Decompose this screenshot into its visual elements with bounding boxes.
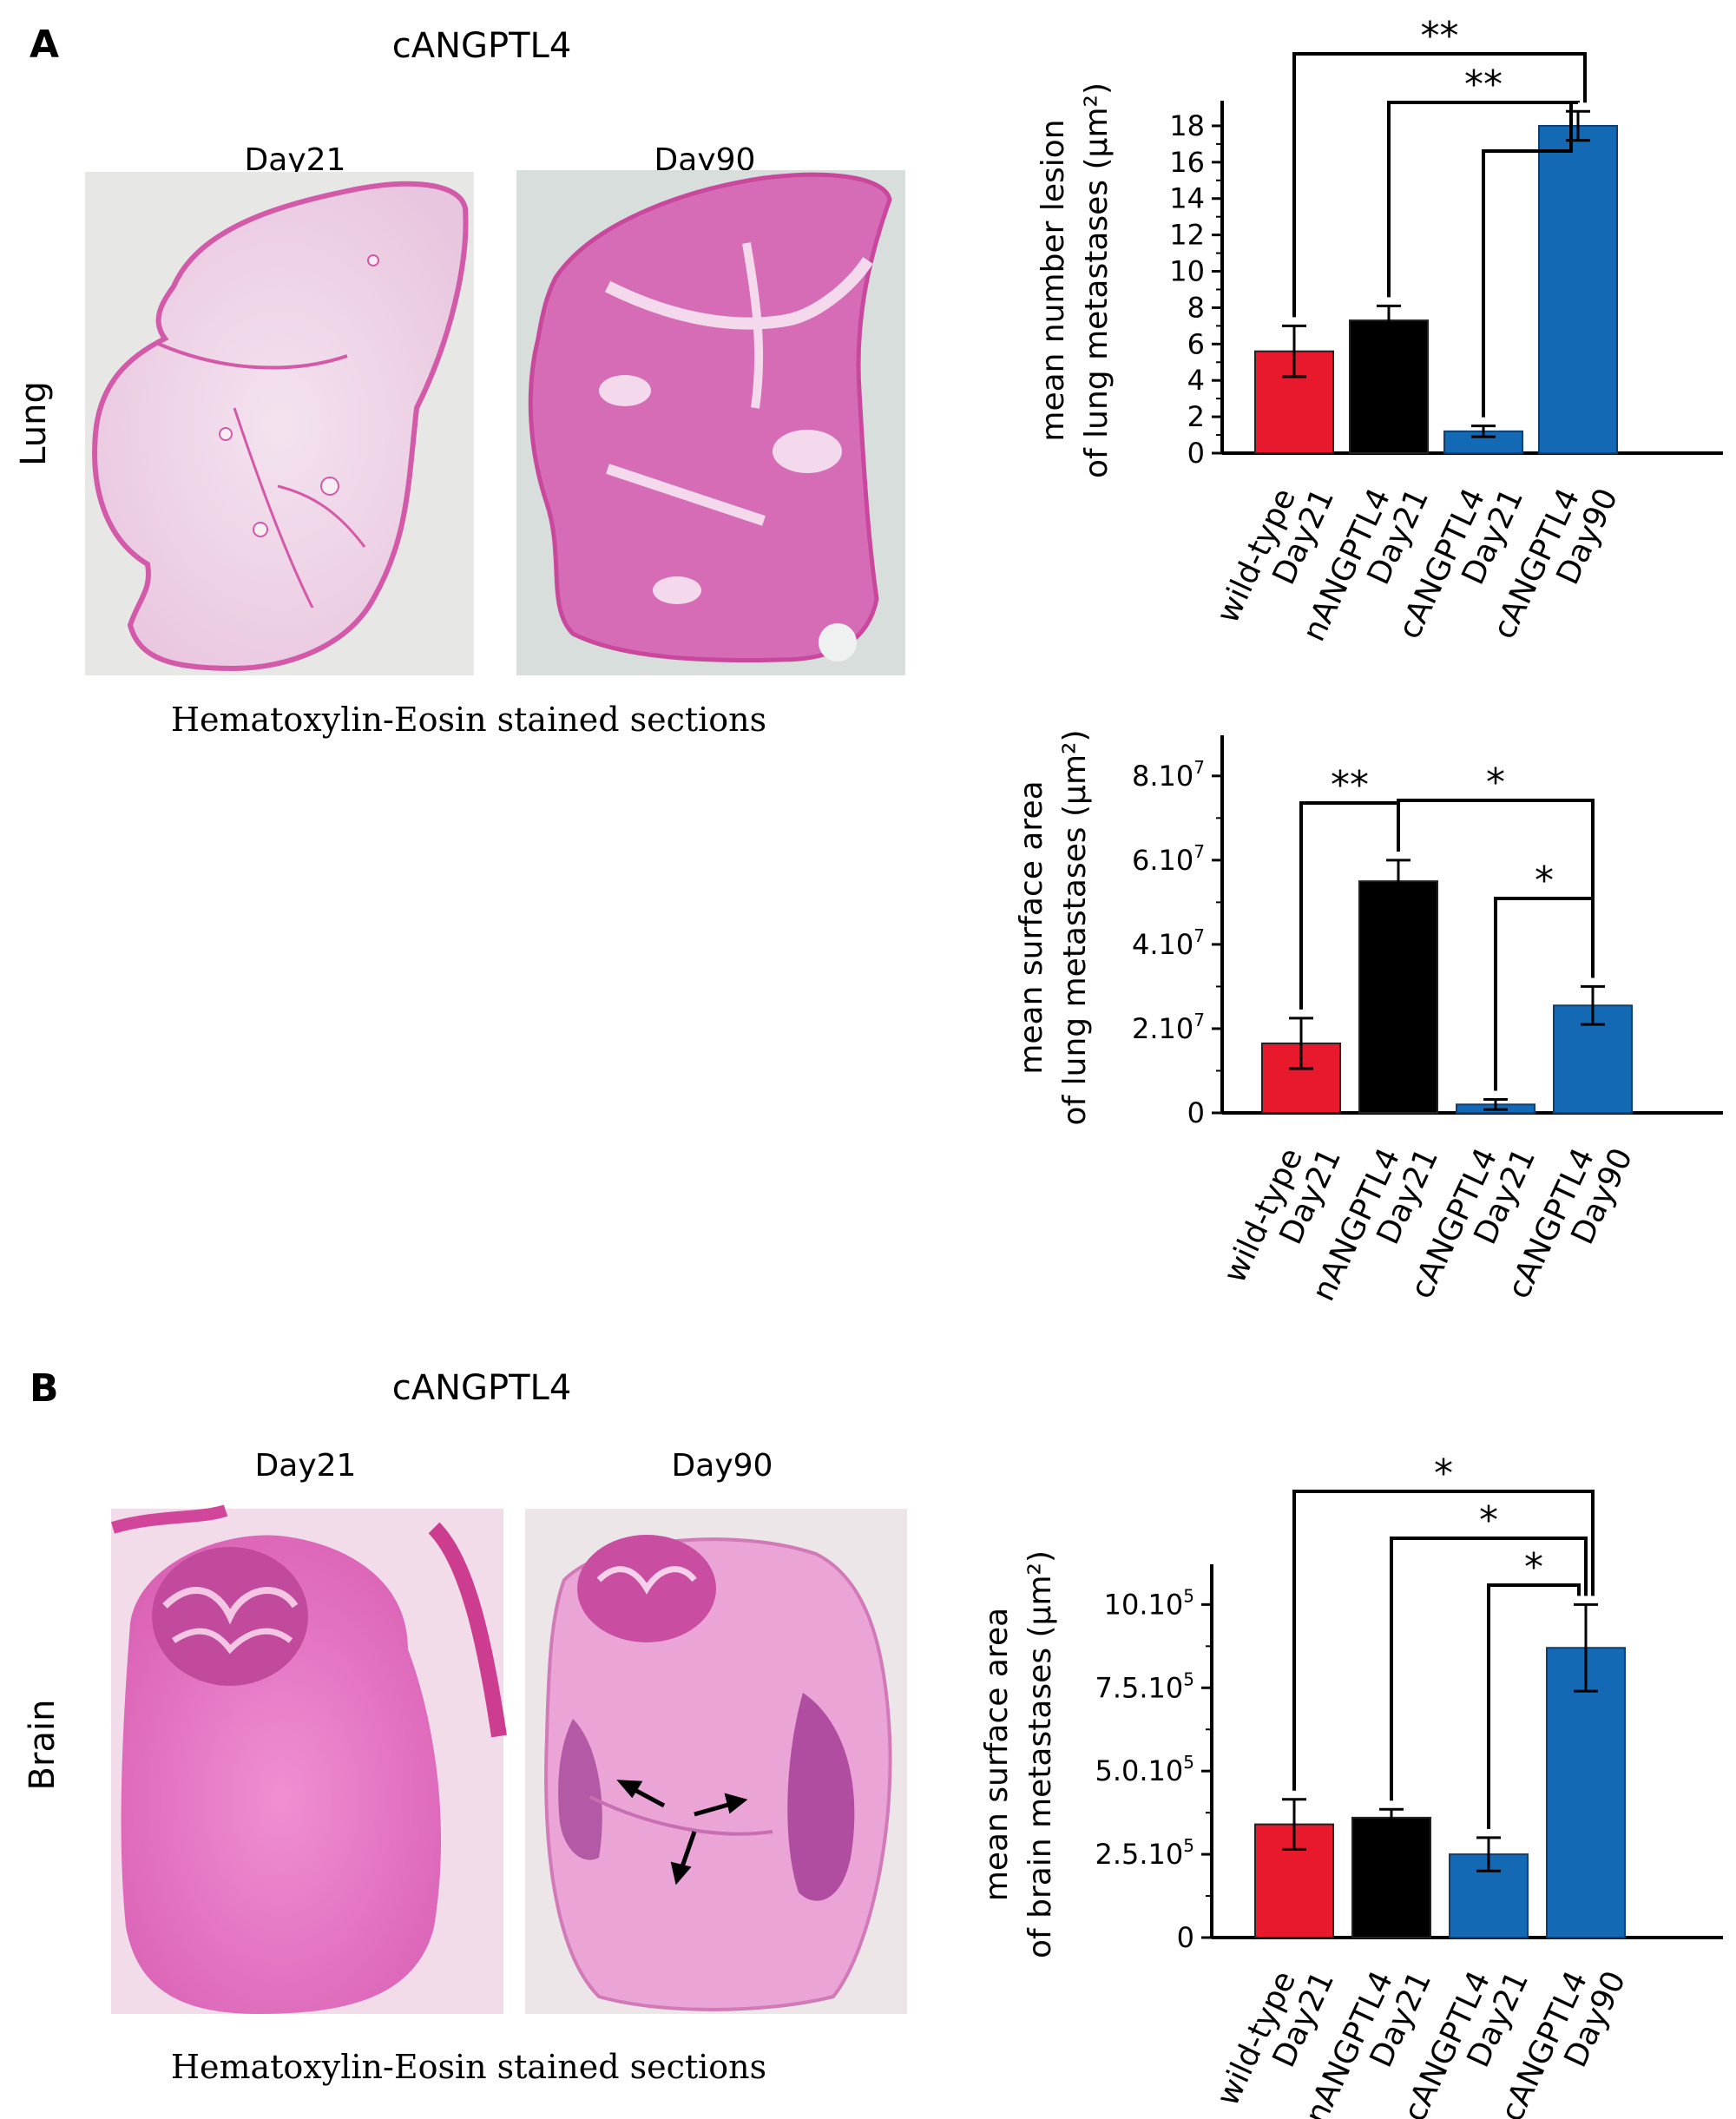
panel-b-heading: cANGPTL4 <box>392 1368 572 1408</box>
y-tick-label: 10.105 <box>1104 1585 1194 1621</box>
panel-a-heading: cANGPTL4 <box>392 26 572 66</box>
y-tick-label: 12 <box>1169 219 1205 252</box>
tick-exponent: 7 <box>1194 925 1205 946</box>
panel-a-letter: A <box>30 23 59 67</box>
significance-bracket <box>1487 1583 1581 1829</box>
significance-label: * <box>1486 760 1505 805</box>
bar <box>1538 124 1618 455</box>
significance-bracket <box>1397 799 1595 978</box>
significance-bracket <box>1292 1490 1595 1791</box>
bar <box>1254 350 1334 454</box>
bar <box>1351 1816 1431 1938</box>
y-tick-label: 2.107 <box>1132 1010 1205 1045</box>
y-tick-label: 2.5.105 <box>1095 1835 1194 1871</box>
significance-label: ** <box>1331 763 1369 807</box>
y-tick-label: 4 <box>1187 364 1205 397</box>
bar <box>1358 880 1438 1114</box>
significance-label: * <box>1524 1545 1543 1589</box>
y-tick-label: 0 <box>1187 1096 1205 1129</box>
y-tick-label: 0 <box>1187 437 1205 470</box>
panel-b-label-day21: Day21 <box>255 1448 357 1484</box>
significance-bracket <box>1494 897 1595 1091</box>
panel-b-caption: Hematoxylin-Eosin stained sections <box>171 2048 766 2086</box>
y-axis-label-line2: of lung metastases (µm²) <box>1057 730 1093 1126</box>
tick-exponent: 5 <box>1183 1585 1194 1606</box>
panel-b: B cANGPTL4 Day21 Day90 Brain <box>23 1366 907 2086</box>
significance-bracket <box>1387 101 1580 298</box>
significance-bracket <box>1482 102 1573 418</box>
brain-day21-image <box>110 1504 507 2014</box>
y-tick-label: 16 <box>1169 146 1205 179</box>
brain-day90-image <box>525 1509 907 2014</box>
significance-label: * <box>1434 1451 1453 1496</box>
panel-a-row-label: Lung <box>14 381 54 466</box>
significance-bracket <box>1390 1537 1588 1801</box>
panel-a-caption: Hematoxylin-Eosin stained sections <box>171 701 766 739</box>
y-axis-label-line2: of brain metastases (µm²) <box>1023 1550 1058 1958</box>
bar <box>1349 319 1429 454</box>
y-tick-label: 7.5.105 <box>1095 1668 1194 1704</box>
bar <box>1546 1647 1626 1938</box>
y-tick-label: 2 <box>1187 400 1205 433</box>
chart-brain-area: 0 2.5.105 5.0.105 7.5.105 10.105 mean surface… <box>979 1451 1723 2119</box>
panel-b-letter: B <box>30 1366 59 1411</box>
significance-label: ** <box>1421 14 1459 58</box>
significance-label: * <box>1535 859 1554 903</box>
panel-a: A cANGPTL4 Day21 Day90 Lung <box>14 23 905 739</box>
tick-exponent: 7 <box>1194 841 1205 862</box>
panel-b-label-day90: Day90 <box>672 1448 773 1484</box>
y-axis-label-line1: mean number lesion <box>1036 119 1071 441</box>
bar <box>1449 1853 1529 1938</box>
y-tick-label: 18 <box>1169 109 1205 142</box>
tick-exponent: 7 <box>1194 1010 1205 1030</box>
significance-label: ** <box>1464 63 1503 107</box>
y-tick-label: 5.0.105 <box>1095 1752 1194 1787</box>
tick-exponent: 5 <box>1183 1752 1194 1773</box>
y-tick-label: 10 <box>1169 255 1205 288</box>
y-axis-label-line1: mean surface area <box>979 1608 1015 1901</box>
y-tick-label: 6.107 <box>1132 841 1205 877</box>
y-tick-label: 8.107 <box>1132 757 1205 793</box>
y-tick-label: 6 <box>1187 327 1205 360</box>
chart-lung-area: 0 2.107 4.107 6.107 8.107 mean surface area of… <box>1014 730 1723 1306</box>
lung-day90-image <box>516 170 905 675</box>
tick-exponent: 5 <box>1183 1835 1194 1856</box>
significance-bracket <box>1292 52 1587 318</box>
y-tick-label: 4.107 <box>1132 925 1205 961</box>
tick-exponent: 7 <box>1194 757 1205 778</box>
y-axis-label-line2: of lung metastases (µm²) <box>1079 82 1115 478</box>
lung-day21-image <box>85 172 474 675</box>
significance-label: * <box>1479 1498 1498 1543</box>
y-tick-label: 0 <box>1177 1921 1194 1954</box>
tick-exponent: 5 <box>1183 1668 1194 1689</box>
panel-b-row-label: Brain <box>23 1700 62 1791</box>
y-tick-label: 14 <box>1169 182 1205 215</box>
y-tick-label: 8 <box>1187 291 1205 324</box>
y-axis-label-line1: mean surface area <box>1014 780 1049 1074</box>
arrows-icon <box>616 1780 748 1885</box>
